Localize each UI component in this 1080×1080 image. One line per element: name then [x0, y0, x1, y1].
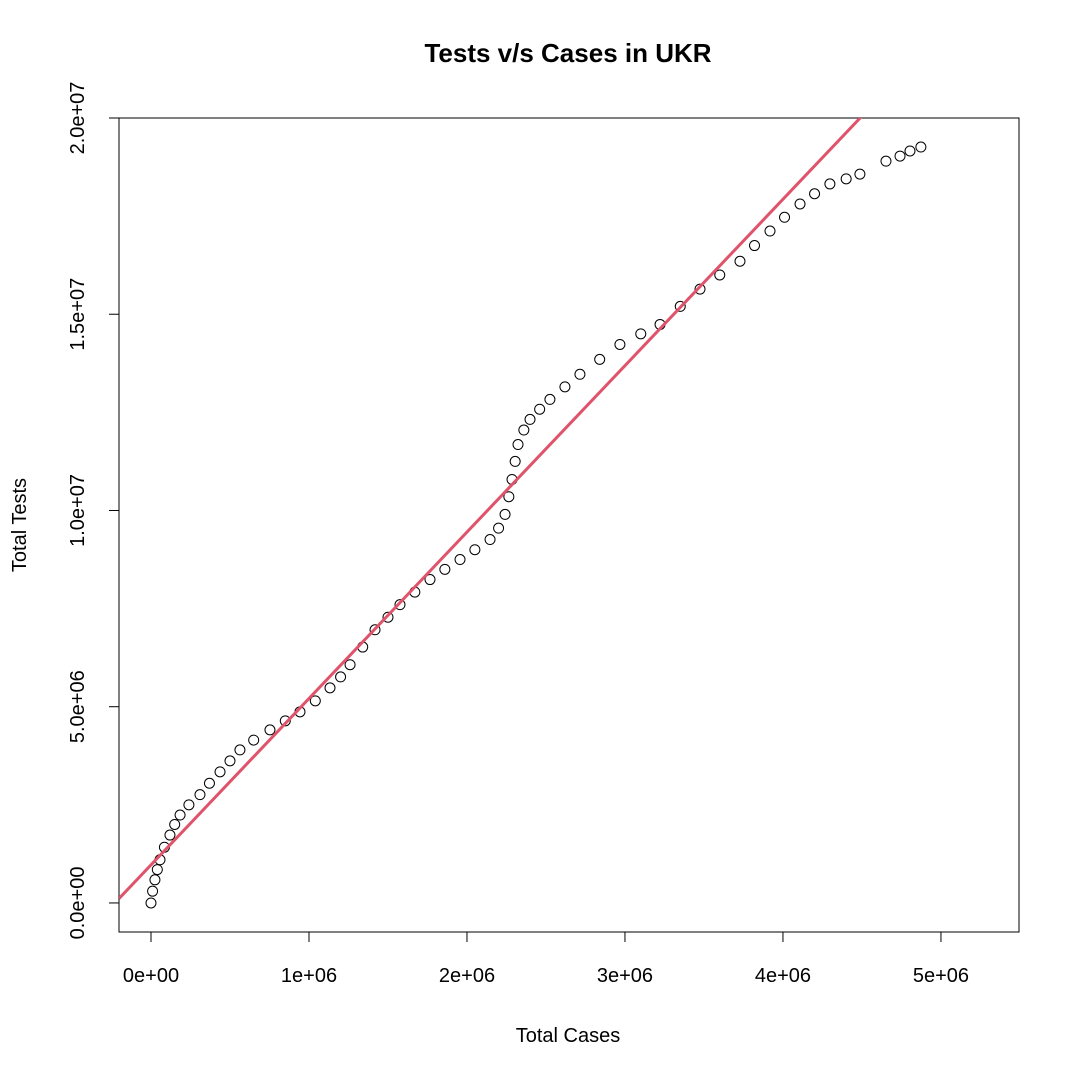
x-tick-label: 3e+06	[597, 965, 653, 987]
point	[394, 599, 406, 611]
point	[224, 755, 236, 767]
point	[214, 766, 226, 778]
point	[424, 574, 436, 586]
point	[824, 178, 836, 190]
x-tick-label: 1e+06	[281, 965, 337, 987]
point	[518, 424, 530, 436]
point	[749, 240, 761, 252]
point	[714, 269, 726, 281]
point	[764, 225, 776, 237]
point	[439, 563, 451, 575]
point	[309, 695, 321, 707]
x-tick-label: 0e+00	[123, 965, 179, 987]
point	[534, 403, 546, 415]
point	[493, 522, 505, 534]
point	[183, 799, 195, 811]
point	[234, 744, 246, 756]
point	[147, 885, 159, 897]
fit-line	[119, 118, 863, 900]
point	[248, 734, 260, 746]
point	[369, 624, 381, 636]
point	[594, 353, 606, 365]
y-tick-label: 1.0e+07	[67, 474, 89, 547]
marks	[119, 118, 927, 909]
x-tick-label: 2e+06	[439, 965, 495, 987]
point	[279, 715, 291, 727]
plot-frame	[118, 117, 1020, 933]
point	[524, 413, 536, 425]
point	[151, 864, 163, 876]
point	[174, 809, 186, 821]
point	[674, 300, 686, 312]
point	[734, 255, 746, 267]
point	[894, 150, 906, 162]
point	[145, 897, 157, 909]
y-axis-label: Total Tests	[9, 478, 31, 572]
point	[454, 554, 466, 566]
point	[544, 393, 556, 405]
y-tick-label: 5.0e+06	[67, 670, 89, 743]
y-tick-label: 0.0e+00	[67, 867, 89, 940]
point	[840, 173, 852, 185]
point	[203, 777, 215, 789]
point	[469, 544, 481, 556]
point	[484, 534, 496, 546]
point	[512, 439, 524, 451]
point	[509, 455, 521, 467]
point	[264, 724, 276, 736]
point	[559, 381, 571, 393]
point	[169, 818, 181, 830]
y-tick-label: 2.0e+07	[67, 82, 89, 155]
point	[779, 211, 791, 223]
point	[614, 338, 626, 350]
point	[149, 874, 161, 886]
chart-title: Tests v/s Cases in UKR	[424, 38, 711, 68]
point	[880, 155, 892, 167]
point	[382, 611, 394, 623]
point	[499, 508, 511, 520]
point	[503, 491, 515, 503]
point	[574, 368, 586, 380]
point	[324, 682, 336, 694]
x-tick-label: 5e+06	[913, 965, 969, 987]
point	[164, 829, 176, 841]
x-tick-label: 4e+06	[755, 965, 811, 987]
point	[794, 198, 806, 210]
point	[194, 789, 206, 801]
y-tick-label: 1.5e+07	[67, 278, 89, 351]
point	[904, 145, 916, 157]
x-axis-label: Total Cases	[516, 1025, 621, 1047]
point	[635, 328, 647, 340]
point	[854, 168, 866, 180]
point	[809, 188, 821, 200]
point	[344, 659, 356, 671]
point	[694, 283, 706, 295]
point	[915, 141, 927, 153]
point	[335, 671, 347, 683]
